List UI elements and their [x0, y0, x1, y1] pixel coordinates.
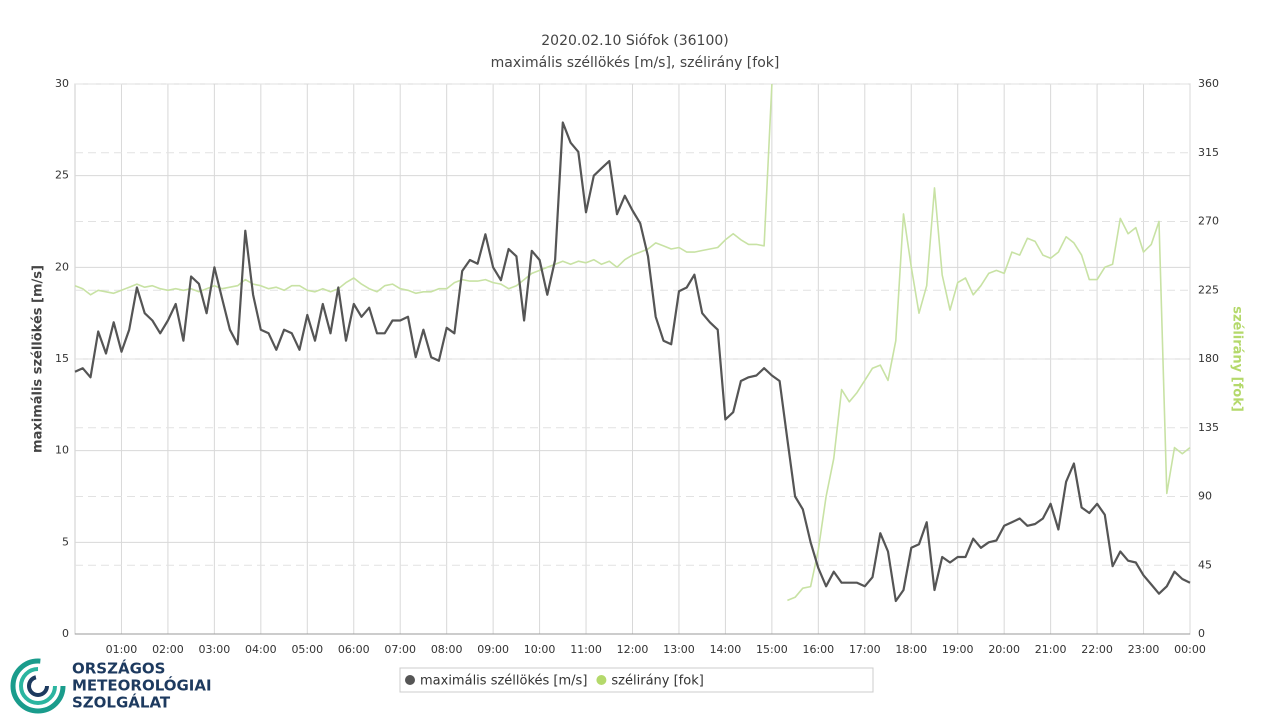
x-tick-label: 15:00 — [756, 643, 788, 656]
logo-text: SZOLGÁLAT — [72, 693, 171, 712]
y2-tick-label: 360 — [1198, 77, 1219, 90]
x-tick-label: 05:00 — [291, 643, 323, 656]
x-tick-label: 07:00 — [384, 643, 416, 656]
x-tick-label: 23:00 — [1128, 643, 1160, 656]
logo-text: METEOROLÓGIAI — [72, 676, 212, 695]
legend-label: maximális széllökés [m/s] — [420, 674, 587, 689]
x-tick-label: 10:00 — [524, 643, 556, 656]
y2-tick-label: 90 — [1198, 490, 1212, 503]
y-tick-label: 0 — [62, 627, 69, 640]
x-tick-label: 17:00 — [849, 643, 881, 656]
x-tick-label: 03:00 — [199, 643, 231, 656]
y2-tick-label: 180 — [1198, 352, 1219, 365]
y2-axis-label: szélirány [fok] — [1230, 306, 1245, 412]
y-tick-label: 20 — [55, 260, 69, 273]
y-tick-label: 30 — [55, 77, 69, 90]
x-tick-label: 09:00 — [477, 643, 509, 656]
x-tick-label: 11:00 — [570, 643, 602, 656]
x-tick-label: 00:00 — [1174, 643, 1206, 656]
x-tick-label: 16:00 — [802, 643, 834, 656]
legend-box — [399, 667, 874, 693]
x-tick-label: 13:00 — [663, 643, 695, 656]
y2-tick-label: 45 — [1198, 558, 1212, 571]
x-tick-label: 12:00 — [617, 643, 649, 656]
chart-title: 2020.02.10 Siófok (36100) — [541, 33, 728, 49]
y2-tick-label: 135 — [1198, 421, 1219, 434]
y-axis-label: maximális széllökés [m/s] — [31, 265, 46, 453]
y2-tick-label: 315 — [1198, 146, 1219, 159]
x-tick-label: 20:00 — [988, 643, 1020, 656]
y2-tick-label: 225 — [1198, 283, 1219, 296]
y-tick-label: 10 — [55, 444, 69, 457]
grid — [74, 83, 1191, 635]
x-tick-label: 21:00 — [1035, 643, 1067, 656]
y-tick-label: 25 — [55, 169, 69, 182]
series-line — [74, 83, 1191, 602]
x-tick-label: 01:00 — [106, 643, 138, 656]
chart-subtitle: maximális széllökés [m/s], szélirány [fo… — [491, 55, 780, 71]
x-tick-label: 18:00 — [895, 643, 927, 656]
logo-text: ORSZÁGOS — [72, 659, 165, 678]
x-tick-label: 06:00 — [338, 643, 370, 656]
x-tick-label: 19:00 — [942, 643, 974, 656]
legend-marker — [405, 675, 415, 685]
logo-icon — [10, 658, 66, 714]
x-tick-label: 02:00 — [152, 643, 184, 656]
y2-tick-label: 0 — [1198, 627, 1205, 640]
y2-tick-label: 270 — [1198, 215, 1219, 228]
series-line — [74, 121, 1191, 603]
x-tick-label: 04:00 — [245, 643, 277, 656]
x-tick-label: 14:00 — [710, 643, 742, 656]
x-tick-label: 08:00 — [431, 643, 463, 656]
x-tick-label: 22:00 — [1081, 643, 1113, 656]
y-tick-label: 5 — [62, 535, 69, 548]
y-tick-label: 15 — [55, 352, 69, 365]
legend-label: szélirány [fok] — [611, 674, 703, 689]
legend-marker — [596, 675, 607, 685]
